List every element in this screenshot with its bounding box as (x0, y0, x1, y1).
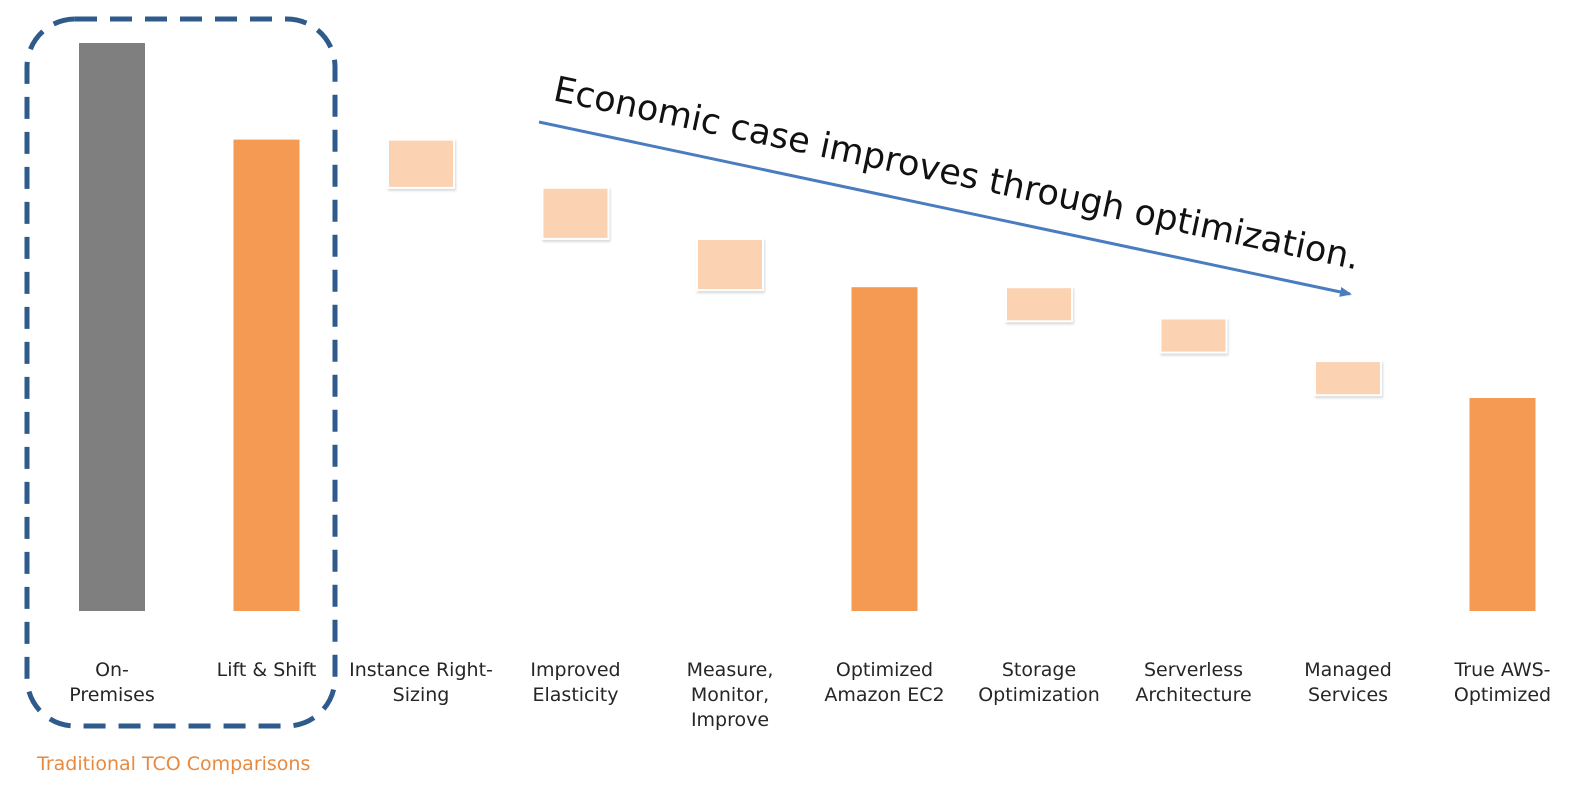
total-bar-5 (851, 287, 918, 611)
category-label-line: Improve (691, 709, 769, 731)
category-label-0: On- Premises (69, 659, 154, 706)
category-label-line: Monitor, (691, 684, 769, 706)
step-bar-8 (1314, 360, 1382, 397)
category-label-line: Serverless (1144, 659, 1243, 681)
category-label-line: Sizing (393, 684, 450, 706)
category-label-line: Amazon EC2 (824, 684, 944, 706)
category-label-line: Storage (1002, 659, 1076, 681)
category-label-line: Architecture (1135, 684, 1251, 706)
category-label-3: Improved Elasticity (530, 659, 620, 706)
total-bar-9 (1469, 398, 1536, 611)
category-label-5: Optimized Amazon EC2 (824, 659, 944, 706)
category-label-line: Optimization (978, 684, 1100, 706)
category-label-line: Measure, (687, 659, 774, 681)
step-bar-7 (1159, 317, 1228, 354)
category-label-line: On- (95, 659, 129, 681)
annotation-text: Economic case improves through optimizat… (550, 70, 1363, 279)
category-label-line: Lift & Shift (217, 659, 317, 681)
category-label-line: True AWS- (1453, 659, 1550, 681)
category-label-line: Optimized (1454, 684, 1551, 706)
category-label-8: Managed Services (1304, 659, 1392, 706)
category-label-line: Premises (69, 684, 154, 706)
step-bar-2 (387, 138, 455, 189)
category-label-7: Serverless Architecture (1135, 659, 1251, 706)
category-label-2: Instance Right- Sizing (349, 659, 493, 706)
category-label-6: Storage Optimization (978, 659, 1100, 706)
step-bar-6 (1005, 286, 1073, 323)
trend-arrow (538, 120, 1352, 297)
category-label-4: Measure, Monitor, Improve (687, 659, 774, 731)
category-label-line: Optimized (836, 659, 933, 681)
total-bar-1 (233, 139, 300, 611)
category-label-9: True AWS- Optimized (1453, 659, 1551, 706)
category-label-line: Elasticity (533, 684, 619, 706)
step-bar-4 (696, 238, 764, 292)
category-label-line: Instance Right- (349, 659, 493, 681)
group-label: Traditional TCO Comparisons (36, 753, 310, 775)
step-bar-3 (541, 186, 610, 240)
category-label-1: Lift & Shift (217, 659, 317, 681)
total-bar-0 (79, 43, 145, 611)
category-label-line: Services (1308, 684, 1388, 706)
category-label-line: Managed (1304, 659, 1392, 681)
group-dashed-box (24, 16, 338, 729)
category-label-line: Improved (530, 659, 620, 681)
